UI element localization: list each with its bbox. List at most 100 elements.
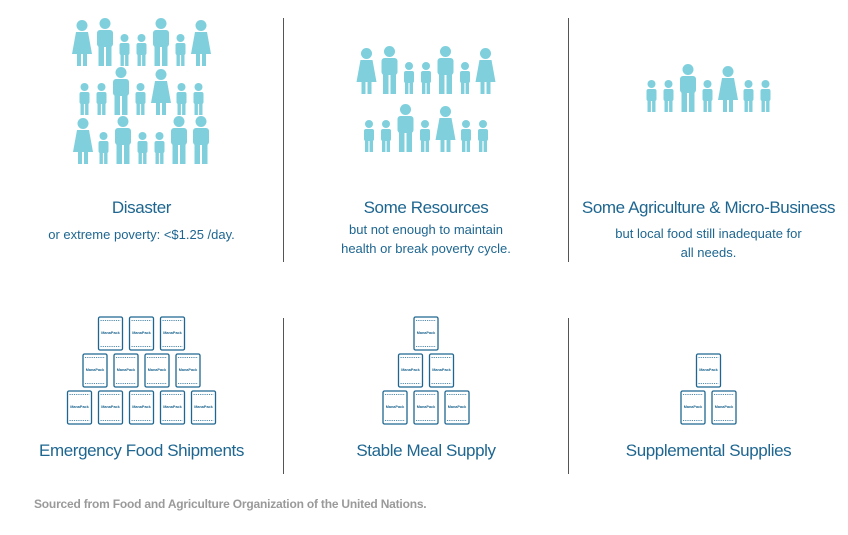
svg-text:ManaPack: ManaPack bbox=[163, 331, 182, 335]
column-divider bbox=[568, 318, 569, 474]
panel-subtitle-line: health or break poverty cycle. bbox=[341, 241, 511, 256]
food-pack-icon: ManaPack bbox=[82, 353, 108, 388]
food-pack-icon: ManaPack bbox=[97, 316, 124, 351]
panel-subtitle-line: but local food still inadequate for bbox=[615, 226, 802, 241]
food-pack-icon: ManaPack bbox=[113, 353, 139, 388]
person-icon bbox=[119, 34, 130, 66]
person-icon bbox=[364, 120, 374, 152]
person-icon bbox=[193, 83, 204, 115]
person-icon bbox=[421, 62, 431, 94]
svg-text:ManaPack: ManaPack bbox=[417, 405, 436, 409]
person-icon bbox=[420, 120, 430, 152]
food-pack-icon: ManaPack bbox=[159, 390, 186, 425]
food-pack-pile: ManaPack ManaPack ManaPack ManaPack ManaPack… bbox=[382, 316, 470, 425]
panel-title: Some Agriculture & Micro-Business bbox=[581, 198, 836, 217]
svg-text:ManaPack: ManaPack bbox=[70, 405, 89, 409]
svg-text:ManaPack: ManaPack bbox=[101, 331, 120, 335]
food-pack-icon: ManaPack bbox=[128, 316, 155, 351]
panel-stable-meal: ManaPack ManaPack ManaPack ManaPack ManaPack… bbox=[284, 290, 568, 480]
food-pack-pile: ManaPack ManaPack ManaPack ManaPack ManaPack… bbox=[66, 316, 217, 425]
food-pack-icon: ManaPack bbox=[128, 390, 155, 425]
person-icon bbox=[135, 83, 146, 115]
person-icon bbox=[461, 120, 471, 152]
people-group bbox=[356, 46, 496, 152]
person-icon bbox=[154, 132, 165, 164]
person-icon bbox=[113, 67, 129, 115]
person-icon bbox=[404, 62, 414, 94]
person-icon bbox=[435, 106, 456, 152]
food-pack-icon: ManaPack bbox=[190, 390, 217, 425]
person-icon bbox=[175, 34, 186, 66]
person-icon bbox=[176, 83, 187, 115]
panel-disaster: Disaster or extreme poverty: <$1.25 /day… bbox=[0, 0, 283, 280]
panel-agriculture: Some Agriculture & Micro-Business but lo… bbox=[569, 0, 848, 280]
people-group bbox=[646, 64, 771, 112]
person-icon bbox=[760, 80, 771, 112]
panel-some-resources: Some Resources but not enough to maintai… bbox=[284, 0, 568, 280]
food-pack-icon: ManaPack bbox=[428, 353, 455, 388]
food-pack-icon: ManaPack bbox=[680, 390, 706, 425]
panel-title: Supplemental Supplies bbox=[625, 441, 792, 460]
panel-subtitle-line: or extreme poverty: <$1.25 /day. bbox=[48, 227, 235, 242]
person-icon bbox=[136, 34, 147, 66]
panel-supplemental: ManaPack ManaPack ManaPack Supplemental Su… bbox=[569, 290, 848, 480]
food-pack-icon: ManaPack bbox=[175, 353, 201, 388]
svg-text:ManaPack: ManaPack bbox=[179, 368, 198, 372]
food-pack-pile: ManaPack ManaPack ManaPack bbox=[680, 353, 737, 425]
person-icon bbox=[646, 80, 657, 112]
svg-text:ManaPack: ManaPack bbox=[417, 331, 436, 335]
person-icon bbox=[171, 116, 187, 164]
panel-emergency-food: ManaPack ManaPack ManaPack ManaPack ManaPack… bbox=[0, 290, 283, 480]
person-icon bbox=[381, 120, 391, 152]
svg-text:ManaPack: ManaPack bbox=[684, 405, 703, 409]
person-icon bbox=[437, 46, 454, 94]
food-pack-icon: ManaPack bbox=[97, 390, 124, 425]
food-pack-icon: ManaPack bbox=[66, 390, 93, 425]
person-icon bbox=[718, 66, 738, 112]
food-pack-icon: ManaPack bbox=[695, 353, 722, 388]
person-icon bbox=[115, 116, 131, 164]
svg-text:ManaPack: ManaPack bbox=[101, 405, 120, 409]
svg-text:ManaPack: ManaPack bbox=[148, 368, 167, 372]
panel-title: Emergency Food Shipments bbox=[39, 441, 244, 460]
svg-text:ManaPack: ManaPack bbox=[401, 368, 420, 372]
svg-text:ManaPack: ManaPack bbox=[432, 368, 451, 372]
panel-subtitle-line: but not enough to maintain bbox=[349, 222, 503, 237]
person-icon bbox=[381, 46, 398, 94]
svg-text:ManaPack: ManaPack bbox=[86, 368, 105, 372]
person-icon bbox=[663, 80, 674, 112]
source-note: Sourced from Food and Agriculture Organi… bbox=[34, 497, 427, 511]
food-pack-icon: ManaPack bbox=[711, 390, 737, 425]
svg-text:ManaPack: ManaPack bbox=[163, 405, 182, 409]
person-icon bbox=[743, 80, 754, 112]
person-icon bbox=[191, 20, 211, 66]
person-icon bbox=[702, 80, 713, 112]
person-icon bbox=[356, 48, 377, 94]
person-icon bbox=[153, 18, 169, 66]
food-pack-icon: ManaPack bbox=[444, 390, 470, 425]
person-icon bbox=[72, 20, 92, 66]
food-pack-icon: ManaPack bbox=[413, 390, 439, 425]
food-pack-icon: ManaPack bbox=[382, 390, 408, 425]
person-icon bbox=[680, 64, 696, 112]
panel-title: Some Resources bbox=[363, 198, 489, 217]
person-icon bbox=[460, 62, 470, 94]
svg-text:ManaPack: ManaPack bbox=[194, 405, 213, 409]
svg-text:ManaPack: ManaPack bbox=[132, 331, 151, 335]
person-icon bbox=[97, 18, 113, 66]
svg-text:ManaPack: ManaPack bbox=[699, 368, 718, 372]
people-group bbox=[72, 18, 211, 164]
panel-title: Disaster bbox=[111, 198, 172, 217]
person-icon bbox=[193, 116, 209, 164]
person-icon bbox=[137, 132, 148, 164]
person-icon bbox=[79, 83, 90, 115]
svg-text:ManaPack: ManaPack bbox=[448, 405, 467, 409]
person-icon bbox=[73, 118, 93, 164]
svg-text:ManaPack: ManaPack bbox=[715, 405, 734, 409]
panel-title: Stable Meal Supply bbox=[356, 441, 496, 460]
svg-text:ManaPack: ManaPack bbox=[132, 405, 151, 409]
column-divider bbox=[568, 18, 569, 262]
person-icon bbox=[151, 69, 171, 115]
food-pack-icon: ManaPack bbox=[413, 316, 439, 351]
column-divider bbox=[283, 18, 284, 262]
